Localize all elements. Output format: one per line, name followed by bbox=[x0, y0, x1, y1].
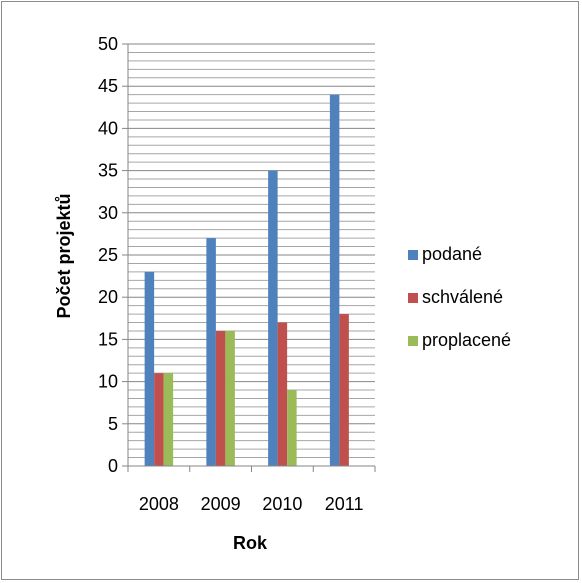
bar-2008-3 bbox=[163, 373, 174, 466]
y-tick-label: 30 bbox=[98, 203, 118, 223]
bar-2010-1 bbox=[268, 170, 278, 466]
bar-2009-2 bbox=[215, 330, 226, 466]
bar-2009-3 bbox=[225, 330, 235, 466]
legend-label: schválené bbox=[422, 287, 503, 307]
y-tick-label: 0 bbox=[108, 456, 118, 476]
bars bbox=[144, 94, 349, 466]
legend-swatch bbox=[408, 250, 418, 260]
bar-2008-2 bbox=[154, 373, 164, 466]
bar-2011-1 bbox=[329, 94, 340, 466]
x-tick-label: 2008 bbox=[139, 494, 179, 514]
y-axis-title: Počet projektů bbox=[54, 193, 74, 318]
y-tick-label: 45 bbox=[98, 76, 118, 96]
y-tick-label: 40 bbox=[98, 118, 118, 138]
legend-swatch bbox=[408, 293, 418, 303]
bar-2010-2 bbox=[277, 322, 288, 466]
y-tick-label: 25 bbox=[98, 245, 118, 265]
legend-label: proplacené bbox=[422, 330, 511, 350]
legend-swatch bbox=[408, 336, 418, 346]
bar-2008-1 bbox=[144, 271, 155, 466]
y-tick-label: 10 bbox=[98, 372, 118, 392]
legend-label: podané bbox=[422, 244, 482, 264]
bar-2010-3 bbox=[287, 390, 297, 466]
x-tick-labels: 2008 2009 2010 2011 bbox=[139, 494, 364, 514]
y-tick-label: 5 bbox=[108, 414, 118, 434]
x-tick-label: 2011 bbox=[325, 494, 364, 514]
axes bbox=[122, 43, 376, 472]
bar-2011-2 bbox=[339, 314, 349, 466]
legend: podané schválené proplacené bbox=[408, 244, 511, 350]
bar-2009-1 bbox=[206, 238, 216, 466]
x-tick-label: 2010 bbox=[262, 494, 302, 514]
y-tick-label: 20 bbox=[98, 287, 118, 307]
x-axis-title: Rok bbox=[233, 533, 268, 553]
y-tick-label: 15 bbox=[98, 329, 118, 349]
y-tick-label: 50 bbox=[98, 34, 118, 54]
y-tick-label: 35 bbox=[98, 161, 118, 181]
y-tick-labels: 0 5 10 15 20 25 30 35 40 45 50 bbox=[98, 34, 118, 476]
x-tick-label: 2009 bbox=[201, 494, 241, 514]
